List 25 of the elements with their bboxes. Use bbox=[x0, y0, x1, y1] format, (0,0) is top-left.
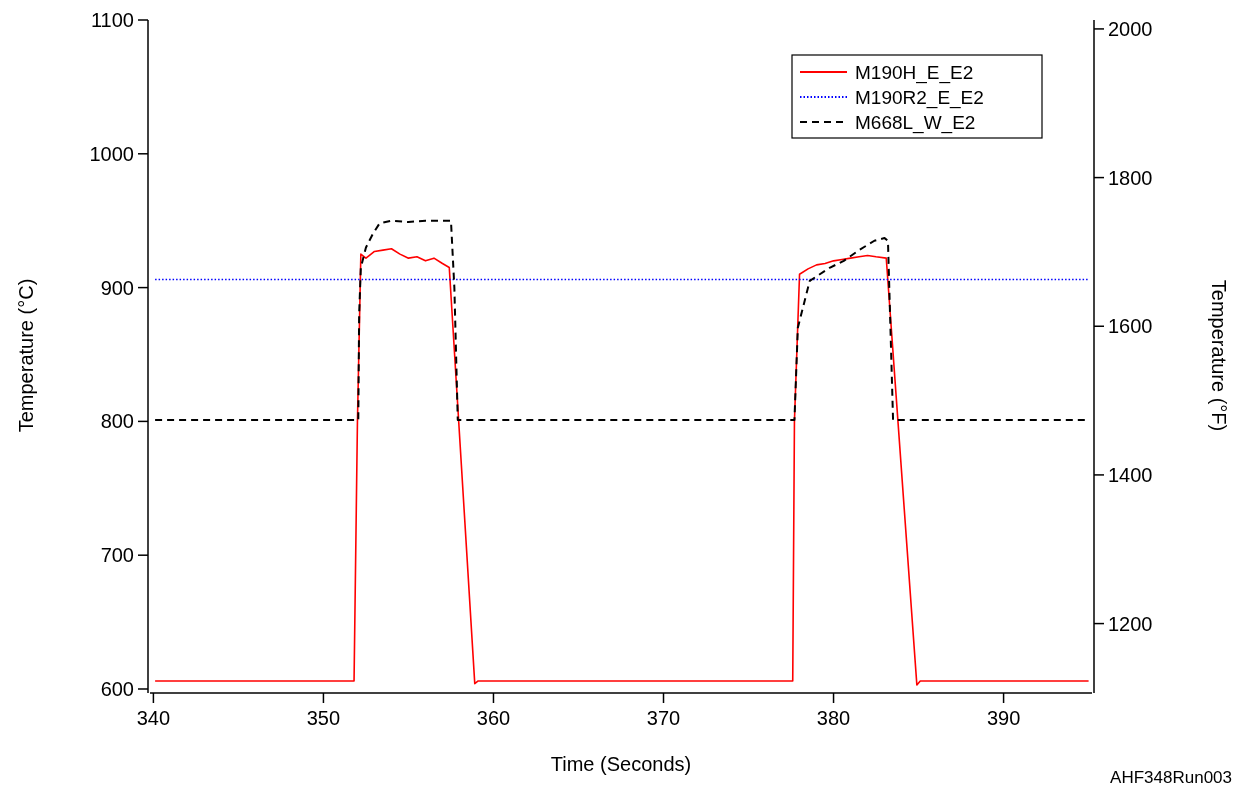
y2-tick-label: 1200 bbox=[1108, 612, 1153, 635]
y-tick-label: 1100 bbox=[90, 9, 134, 31]
legend-label: M190R2_E_E2 bbox=[855, 87, 984, 109]
y-tick-label: 800 bbox=[100, 410, 134, 433]
legend-label: M668L_W_E2 bbox=[855, 112, 976, 134]
x-tick-label: 360 bbox=[476, 707, 511, 729]
y2-tick-label: 2000 bbox=[1108, 17, 1153, 40]
x-tick-label: 370 bbox=[646, 707, 681, 729]
y-tick-label: 1000 bbox=[89, 142, 134, 165]
y-tick-label: 700 bbox=[100, 544, 134, 567]
line-series bbox=[154, 248, 1090, 686]
x-tick-label: 350 bbox=[306, 707, 341, 729]
x-tick-label: 390 bbox=[986, 707, 1021, 729]
legend-label: M190H_E_E2 bbox=[855, 62, 974, 84]
x-tick-label: 340 bbox=[136, 707, 171, 729]
x-axis-title: Time (Seconds) bbox=[550, 753, 692, 775]
y2-tick-label: 1400 bbox=[1108, 463, 1153, 486]
y2-tick-label: 1600 bbox=[1108, 315, 1153, 338]
y-tick-label: 600 bbox=[100, 677, 134, 700]
y2-tick-label: 1800 bbox=[1108, 166, 1153, 189]
y-axis-title: Temperature (°C) bbox=[15, 278, 37, 433]
x-tick-label: 380 bbox=[816, 707, 851, 729]
y-tick-label: 900 bbox=[100, 276, 134, 299]
y2-axis-title: Temperature (°F) bbox=[1208, 279, 1230, 432]
text: AHF348Run003 bbox=[1110, 768, 1232, 787]
